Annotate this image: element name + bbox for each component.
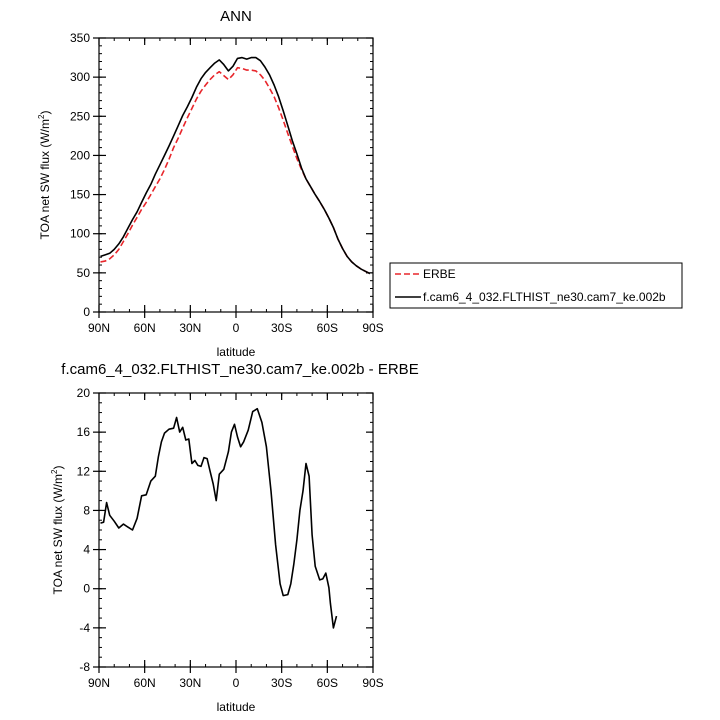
top-y-tick-label: 0	[83, 305, 90, 319]
top-y-tick-label: 150	[70, 188, 90, 202]
top-series-lines	[100, 56, 371, 275]
bottom-x-axis-label: latitude	[217, 700, 256, 714]
bottom-panel: f.cam6_4_032.FLTHIST_ne30.cam7_ke.002b -…	[50, 361, 419, 714]
top-x-tick-label: 60N	[134, 321, 156, 335]
bottom-y-axis-label-main: TOA net SW flux (W/m	[51, 474, 65, 594]
bottom-chart-title: f.cam6_4_032.FLTHIST_ne30.cam7_ke.002b -…	[61, 361, 418, 378]
bottom-y-axis-label: TOA net SW flux (W/m2)	[50, 466, 65, 595]
top-x-tick-label: 90S	[362, 321, 383, 335]
bottom-x-tick-label: 90S	[362, 676, 383, 690]
bottom-x-tick-label: 90N	[88, 676, 110, 690]
top-axis-ticks: 90N 60N 30N 0 30S 60S 90S 0 50 100 150 200 250 300 350	[70, 31, 384, 335]
top-y-tick-label: 350	[70, 31, 90, 45]
bottom-x-tick-label: 0	[233, 676, 240, 690]
bottom-y-tick-label: 8	[83, 503, 90, 517]
top-y-axis-label-sup: 2	[37, 114, 46, 119]
legend: ERBE f.cam6_4_032.FLTHIST_ne30.cam7_ke.0…	[389, 262, 683, 309]
legend-label-model: f.cam6_4_032.FLTHIST_ne30.cam7_ke.002b	[423, 290, 666, 304]
top-x-tick-label: 90N	[88, 321, 110, 335]
bottom-y-axis-label-close: )	[51, 466, 65, 470]
bottom-y-axis-label-sup: 2	[50, 469, 59, 474]
top-y-tick-label: 100	[70, 227, 90, 241]
top-y-axis-label: TOA net SW flux (W/m2)	[37, 111, 52, 240]
bottom-y-tick-label: 20	[77, 386, 91, 400]
top-series-line-model	[100, 56, 371, 275]
top-x-tick-label: 30N	[179, 321, 201, 335]
bottom-y-tick-label: 12	[77, 464, 91, 478]
top-x-axis-label: latitude	[217, 345, 256, 359]
top-y-tick-label: 300	[70, 70, 90, 84]
legend-label-erbe: ERBE	[423, 267, 456, 281]
top-chart-title: ANN	[220, 8, 252, 25]
bottom-x-tick-label: 30N	[179, 676, 201, 690]
bottom-x-tick-label: 60N	[134, 676, 156, 690]
top-y-tick-label: 200	[70, 148, 90, 162]
top-y-tick-label: 50	[77, 266, 91, 280]
bottom-y-tick-label: 0	[83, 582, 90, 596]
top-plot-frame	[98, 37, 374, 313]
top-y-axis-label-close: )	[38, 111, 52, 115]
top-y-tick-label: 250	[70, 109, 90, 123]
bottom-x-tick-label: 30S	[271, 676, 292, 690]
bottom-series-line-difference	[100, 407, 338, 629]
bottom-y-tick-label: 4	[83, 543, 90, 557]
top-x-tick-label: 0	[233, 321, 240, 335]
legend-box	[389, 262, 683, 309]
top-series-line-erbe	[100, 66, 371, 275]
top-panel: ANN 90N 60N 30N 0 30S 60S 90S 0 50 100 150 200 250 30…	[37, 8, 384, 359]
top-y-axis-label-main: TOA net SW flux (W/m	[38, 119, 52, 239]
bottom-series-lines	[100, 407, 338, 629]
bottom-y-tick-label: -8	[79, 660, 90, 674]
top-x-tick-label: 60S	[317, 321, 338, 335]
bottom-axis-ticks: 90N 60N 30N 0 30S 60S 90S -8 -4 0 4 8 12 16 20	[77, 386, 384, 690]
bottom-y-tick-label: 16	[77, 425, 91, 439]
top-x-tick-label: 30S	[271, 321, 292, 335]
bottom-y-tick-label: -4	[79, 621, 90, 635]
bottom-x-tick-label: 60S	[317, 676, 338, 690]
